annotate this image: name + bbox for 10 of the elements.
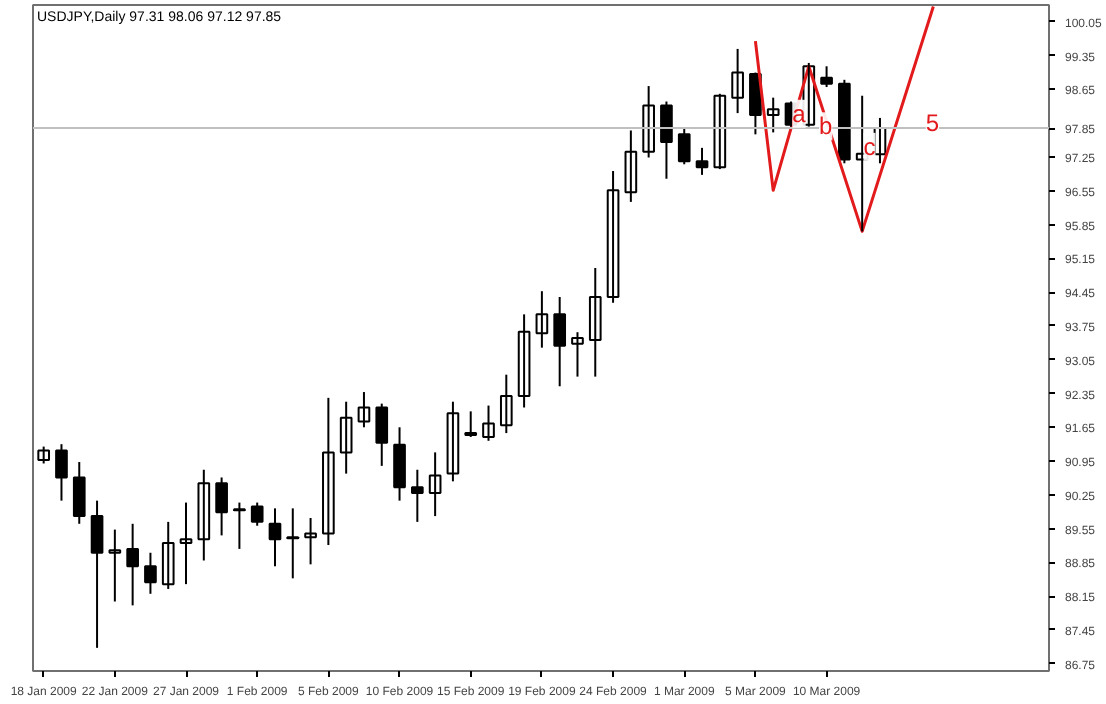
candlestick	[108, 528, 122, 603]
annotation: 5	[925, 108, 940, 137]
annotation: c	[863, 132, 876, 161]
candlestick	[304, 517, 317, 566]
annotation: a	[792, 99, 807, 128]
candlestick	[37, 445, 51, 465]
candlestick	[233, 501, 246, 550]
candlestick	[250, 501, 264, 527]
annotation: b	[819, 112, 833, 141]
line-series	[753, 5, 935, 233]
